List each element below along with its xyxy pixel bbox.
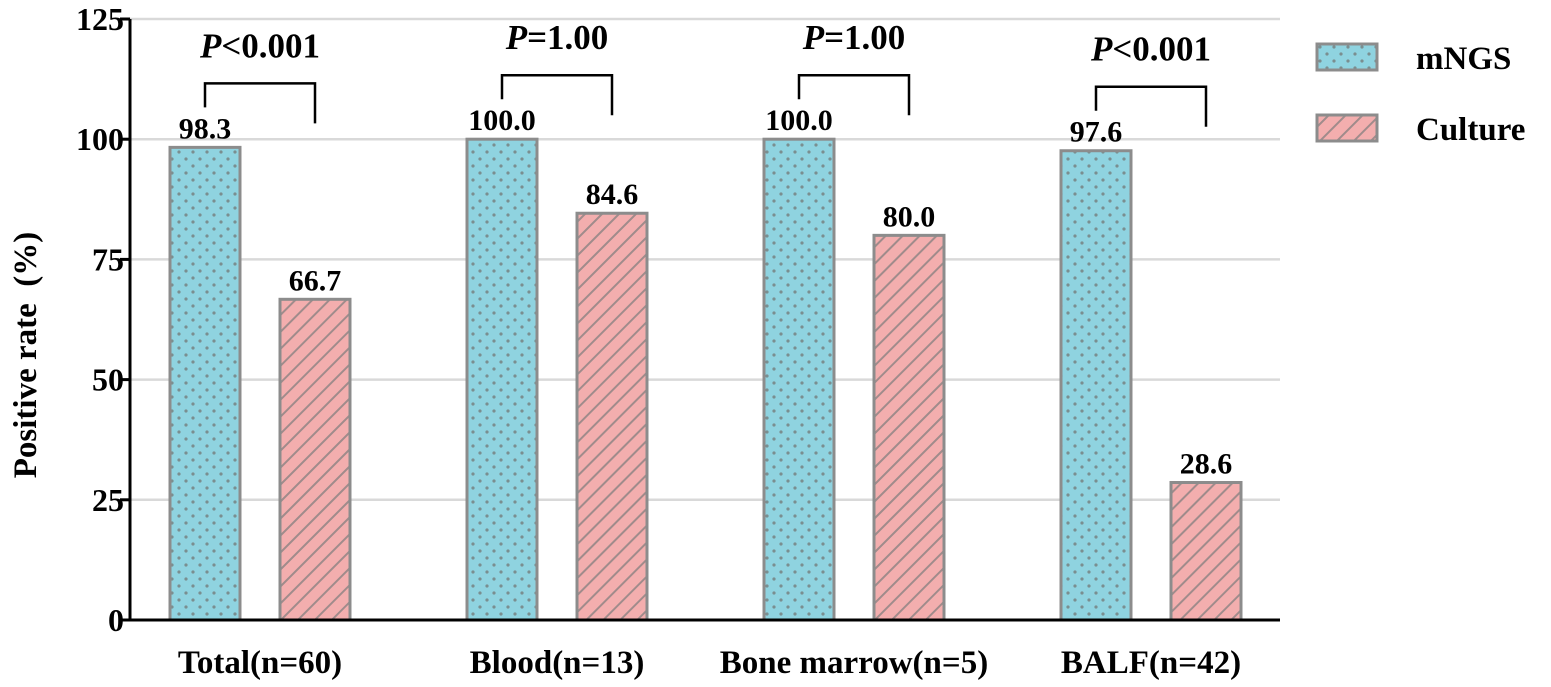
bar-mngs-2 [762, 137, 836, 622]
legend: mNGS Culture [1315, 41, 1525, 148]
bar-culture-3 [1169, 480, 1243, 622]
bar-mngs-1 [465, 137, 539, 622]
value-label-mngs-3: 97.6 [1070, 116, 1123, 149]
y-axis-label: Positive rate (%) [8, 232, 44, 479]
value-labels: 98.3 66.7 100.0 84.6 100.0 80.0 97.6 28.6 [179, 104, 1233, 480]
legend-swatch-mngs [1315, 42, 1379, 72]
value-label-culture-3: 28.6 [1180, 447, 1233, 480]
significance-bracket-2 [797, 73, 911, 116]
bar-mngs-0 [168, 145, 242, 622]
x-category-label-3: BALF(n=42) [1061, 645, 1241, 681]
bar-culture-2 [872, 233, 946, 622]
bar-mngs-3 [1059, 149, 1133, 622]
bar-culture-0 [278, 297, 352, 622]
legend-swatch-culture [1315, 113, 1379, 143]
y-tick-label-100: 100 [76, 121, 124, 157]
x-category-label-1: Blood(n=13) [470, 645, 645, 681]
p-value-label-1: P=1.00 [505, 18, 609, 57]
value-label-mngs-2: 100.0 [765, 104, 833, 137]
significance-bracket-0 [203, 82, 317, 124]
bars [168, 137, 1243, 622]
legend-label-mngs: mNGS [1416, 41, 1511, 77]
y-ticks: 0 25 50 75 100 125 [76, 1, 130, 638]
x-category-label-2: Bone marrow(n=5) [720, 645, 988, 681]
x-category-label-0: Total(n=60) [178, 645, 342, 681]
axes [128, 19, 1280, 622]
value-label-culture-2: 80.0 [883, 200, 936, 233]
value-label-mngs-0: 98.3 [179, 112, 232, 145]
significance-brackets: P<0.001 P=1.00 P=1.00 P<0.001 [199, 18, 1211, 127]
value-label-mngs-1: 100.0 [468, 104, 536, 137]
y-tick-label-75: 75 [92, 241, 124, 277]
value-label-culture-0: 66.7 [289, 264, 342, 297]
p-value-label-0: P<0.001 [199, 26, 320, 65]
significance-bracket-1 [500, 73, 614, 116]
value-label-culture-1: 84.6 [586, 178, 639, 211]
p-value-label-2: P=1.00 [802, 18, 906, 57]
legend-label-culture: Culture [1416, 112, 1525, 148]
y-tick-label-125: 125 [76, 1, 124, 37]
p-value-label-3: P<0.001 [1090, 30, 1211, 69]
y-tick-label-50: 50 [92, 362, 124, 398]
bar-culture-1 [575, 211, 649, 622]
significance-bracket-3 [1094, 85, 1208, 127]
x-categories: Total(n=60) Blood(n=13) Bone marrow(n=5) BA… [178, 645, 1241, 681]
y-tick-label-25: 25 [92, 482, 124, 518]
y-tick-label-0: 0 [108, 602, 124, 638]
